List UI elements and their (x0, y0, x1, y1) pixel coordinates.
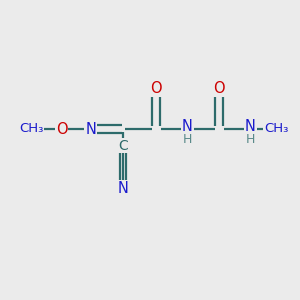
Text: CH₃: CH₃ (264, 122, 288, 136)
Text: H: H (183, 133, 192, 146)
Text: N: N (118, 181, 128, 196)
Text: N: N (85, 122, 96, 136)
Text: H: H (246, 133, 255, 146)
Text: N: N (182, 119, 193, 134)
Text: O: O (56, 122, 67, 136)
Text: N: N (245, 119, 256, 134)
Text: C: C (118, 139, 128, 152)
Text: O: O (213, 81, 225, 96)
Text: CH₃: CH₃ (19, 122, 44, 136)
Text: O: O (150, 81, 162, 96)
